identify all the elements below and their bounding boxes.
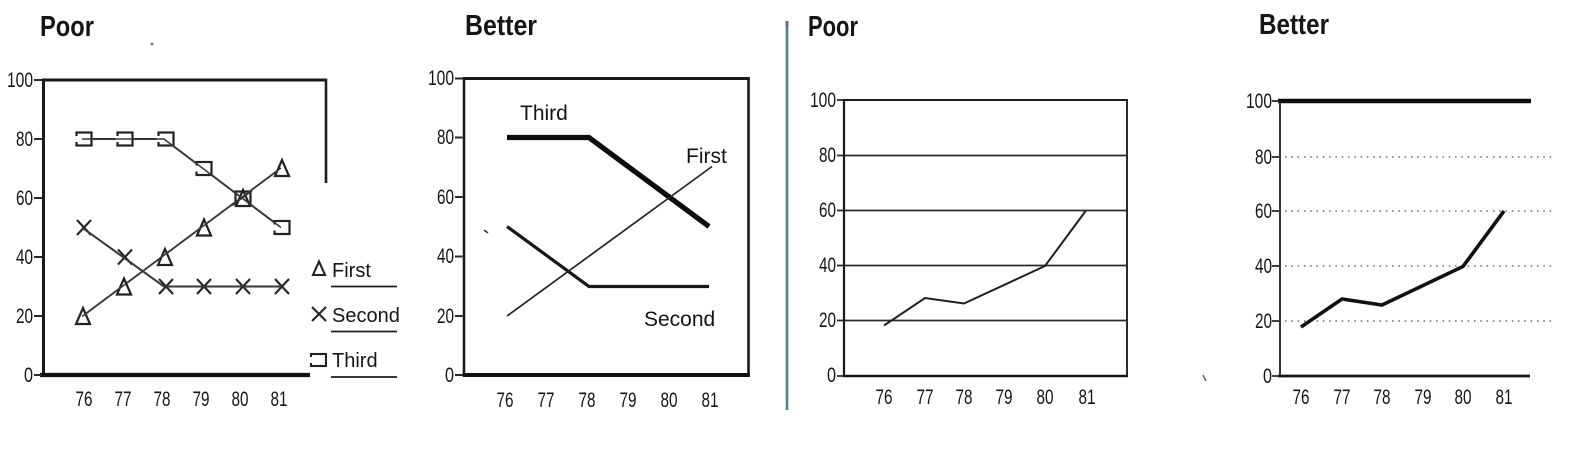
svg-text:76: 76 bbox=[1293, 386, 1310, 409]
svg-text:80: 80 bbox=[819, 144, 836, 167]
svg-text:20: 20 bbox=[16, 305, 33, 328]
svg-text:78: 78 bbox=[579, 389, 596, 412]
svg-text:40: 40 bbox=[16, 246, 33, 269]
svg-text:First: First bbox=[332, 260, 371, 282]
svg-text:Second: Second bbox=[644, 308, 715, 331]
svg-text:80: 80 bbox=[232, 388, 249, 411]
svg-text:77: 77 bbox=[917, 386, 934, 409]
svg-text:20: 20 bbox=[437, 305, 454, 328]
svg-text:20: 20 bbox=[819, 309, 836, 332]
svg-text:80: 80 bbox=[661, 389, 678, 412]
svg-text:79: 79 bbox=[193, 388, 210, 411]
svg-text:100: 100 bbox=[7, 69, 33, 92]
svg-text:80: 80 bbox=[1037, 386, 1054, 409]
svg-text:80: 80 bbox=[16, 128, 33, 151]
svg-text:Poor: Poor bbox=[40, 11, 94, 43]
svg-text:60: 60 bbox=[819, 199, 836, 222]
svg-text:78: 78 bbox=[154, 388, 171, 411]
svg-text:Second: Second bbox=[332, 305, 400, 327]
svg-text:Poor: Poor bbox=[808, 11, 858, 43]
svg-text:40: 40 bbox=[437, 245, 454, 268]
svg-text:Third: Third bbox=[332, 350, 378, 372]
svg-text:Better: Better bbox=[465, 10, 537, 42]
svg-text:0: 0 bbox=[1263, 365, 1272, 388]
svg-text:81: 81 bbox=[271, 388, 288, 411]
svg-text:77: 77 bbox=[115, 388, 132, 411]
svg-text:77: 77 bbox=[538, 389, 555, 412]
svg-text:76: 76 bbox=[76, 388, 93, 411]
svg-text:78: 78 bbox=[1374, 386, 1391, 409]
svg-text:Third: Third bbox=[520, 102, 568, 125]
svg-text:100: 100 bbox=[1246, 90, 1272, 113]
svg-text:77: 77 bbox=[1334, 386, 1351, 409]
svg-text:79: 79 bbox=[1415, 386, 1432, 409]
svg-text:20: 20 bbox=[1255, 310, 1272, 333]
svg-text:60: 60 bbox=[1255, 200, 1272, 223]
svg-text:81: 81 bbox=[702, 389, 719, 412]
svg-text:60: 60 bbox=[16, 187, 33, 210]
svg-text:80: 80 bbox=[437, 126, 454, 149]
svg-text:81: 81 bbox=[1079, 386, 1096, 409]
svg-text:78: 78 bbox=[956, 386, 973, 409]
svg-text:79: 79 bbox=[620, 389, 637, 412]
svg-text:80: 80 bbox=[1255, 146, 1272, 169]
svg-text:100: 100 bbox=[810, 89, 836, 112]
svg-text:0: 0 bbox=[24, 364, 33, 387]
svg-text:40: 40 bbox=[819, 254, 836, 277]
svg-text:60: 60 bbox=[437, 186, 454, 209]
svg-text:First: First bbox=[686, 145, 727, 168]
svg-text:0: 0 bbox=[445, 364, 454, 387]
svg-text:76: 76 bbox=[876, 386, 893, 409]
svg-text:40: 40 bbox=[1255, 255, 1272, 278]
svg-text:79: 79 bbox=[996, 386, 1013, 409]
svg-text:Better: Better bbox=[1259, 9, 1329, 41]
svg-text:80: 80 bbox=[1455, 386, 1472, 409]
svg-text:81: 81 bbox=[1496, 386, 1513, 409]
svg-text:0: 0 bbox=[827, 364, 836, 387]
svg-text:76: 76 bbox=[497, 389, 514, 412]
svg-text:100: 100 bbox=[428, 67, 454, 90]
